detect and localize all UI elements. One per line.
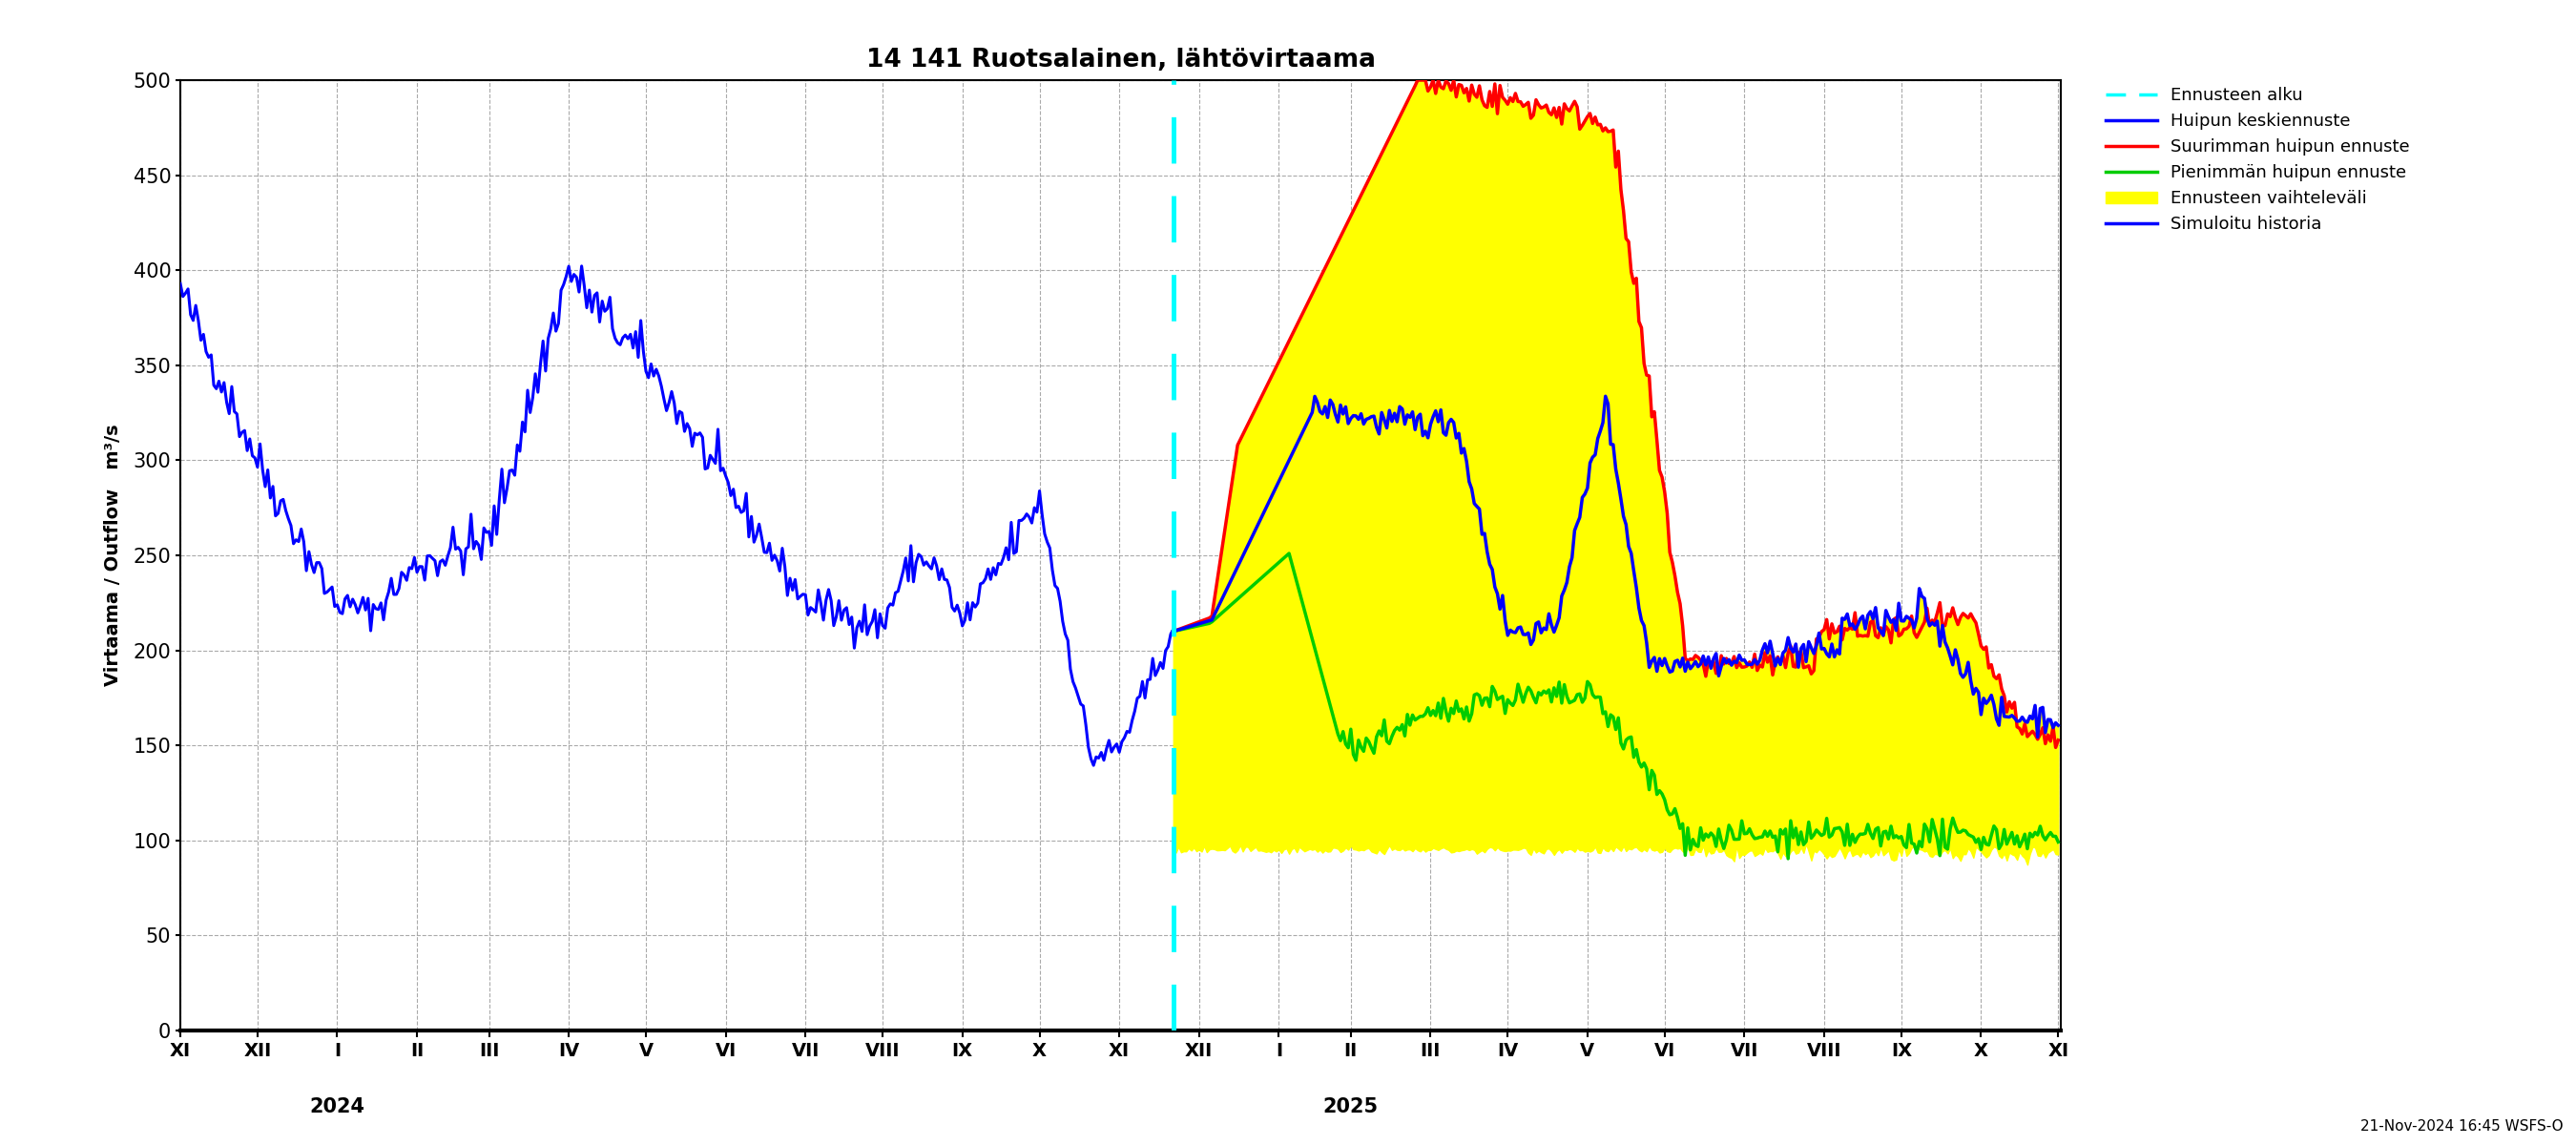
Text: 2024: 2024 [309, 1097, 366, 1116]
Text: 2025: 2025 [1324, 1097, 1378, 1116]
Title: 14 141 Ruotsalainen, lähtövirtaama: 14 141 Ruotsalainen, lähtövirtaama [866, 48, 1376, 72]
Y-axis label: Virtaama / Outflow   m³/s: Virtaama / Outflow m³/s [106, 425, 124, 686]
Text: 21-Nov-2024 16:45 WSFS-O: 21-Nov-2024 16:45 WSFS-O [2360, 1120, 2563, 1134]
Legend: Ennusteen alku, Huipun keskiennuste, Suurimman huipun ennuste, Pienimmän huipun : Ennusteen alku, Huipun keskiennuste, Suu… [2099, 80, 2416, 240]
